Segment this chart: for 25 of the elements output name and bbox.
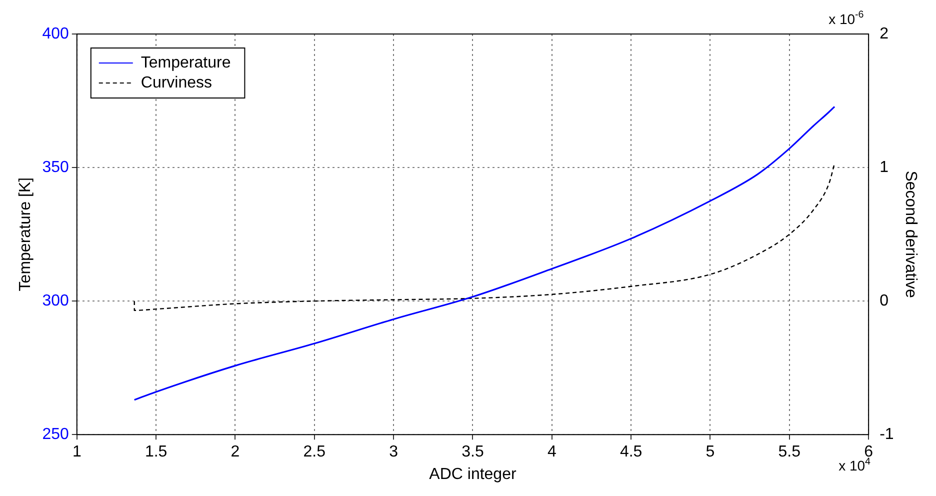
y-tick-label: 350 bbox=[42, 158, 69, 176]
x-tick-label: 4 bbox=[547, 444, 556, 461]
y2-tick-label: 1 bbox=[880, 158, 889, 176]
x-tick-label: 2.5 bbox=[303, 444, 326, 461]
line-series bbox=[134, 106, 836, 401]
x-tick-label: 5.5 bbox=[778, 444, 801, 461]
x-tick-label: 1.5 bbox=[144, 444, 168, 461]
x-tick-label: 4.5 bbox=[620, 444, 642, 461]
x-axis-title: ADC integer bbox=[429, 466, 517, 483]
legend-label: Temperature bbox=[140, 54, 231, 72]
x-tick-label: 3.5 bbox=[462, 444, 484, 461]
y2-tick-label: 0 bbox=[880, 292, 889, 310]
y2-tick-label: 2 bbox=[880, 25, 889, 42]
y2-axis-title: Second derivative bbox=[902, 170, 919, 298]
y2-tick-label: -1 bbox=[880, 426, 894, 444]
line-series bbox=[134, 162, 836, 312]
legend-label: Curviness bbox=[140, 74, 212, 92]
y-tick-label: 250 bbox=[42, 426, 69, 444]
y-tick-label: 400 bbox=[42, 25, 69, 42]
x-tick-label: 3 bbox=[389, 444, 398, 461]
y-axis-title: Temperature [K] bbox=[17, 177, 34, 292]
x-tick-label: 2 bbox=[230, 444, 240, 461]
x-tick-label: 1 bbox=[72, 444, 82, 461]
x-tick-label: 5 bbox=[706, 444, 715, 461]
y-tick-label: 300 bbox=[42, 292, 69, 310]
